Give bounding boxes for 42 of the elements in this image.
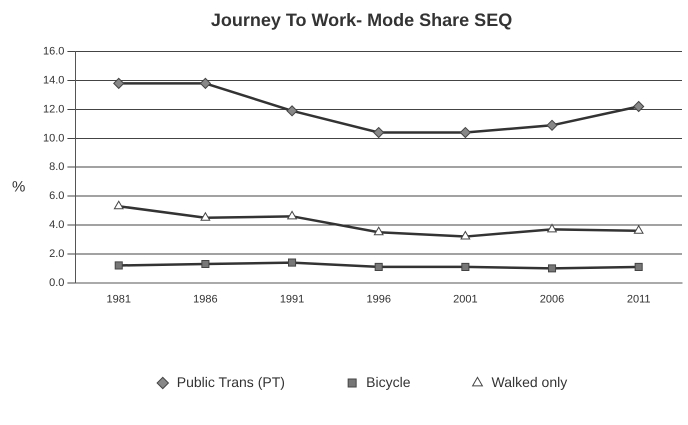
x-tick-label: 2006 (540, 293, 564, 306)
y-tick-label: 14.0 (42, 74, 64, 87)
y-tick-label: 12.0 (42, 103, 64, 116)
point (634, 262, 643, 271)
point (460, 231, 470, 240)
legend-label: Public Trans (PT) (176, 374, 285, 390)
point (113, 78, 124, 89)
x-tick-label: 1981 (106, 293, 131, 306)
point (548, 264, 556, 272)
point (288, 258, 296, 267)
x-tick-label: 1991 (280, 293, 304, 306)
legend-label: Bicycle (366, 374, 411, 390)
y-tick-label: 2.0 (49, 248, 64, 260)
point (287, 210, 297, 220)
x-tick-label: 1986 (193, 293, 218, 306)
point (200, 212, 210, 221)
x-tick-label: 2011 (626, 293, 650, 306)
point (373, 127, 384, 138)
point (633, 101, 644, 112)
x-tick-label: 2001 (453, 293, 478, 306)
y-tick-label: 10.0 (42, 132, 64, 144)
point (374, 226, 384, 236)
chart-title: Journey To Work- Mode Share SEQ (210, 10, 512, 30)
point (201, 260, 210, 268)
point (114, 200, 124, 210)
point (374, 262, 383, 271)
point (461, 262, 470, 271)
y-tick-label: 0.0 (49, 276, 64, 289)
y-tick-label: 4.0 (49, 219, 64, 232)
point (460, 127, 471, 138)
y-tick-label: 16.0 (42, 46, 64, 58)
y-tick-label: 8.0 (49, 161, 64, 174)
point (286, 105, 298, 116)
y-axis-title: % (12, 178, 26, 196)
legend-label: Walked only (492, 374, 568, 390)
y-tick-label: 6.0 (49, 190, 64, 202)
point (634, 225, 644, 234)
x-tick-label: 1996 (366, 293, 391, 306)
point (200, 78, 211, 89)
point (546, 120, 558, 131)
point (114, 261, 123, 270)
point (547, 224, 557, 232)
